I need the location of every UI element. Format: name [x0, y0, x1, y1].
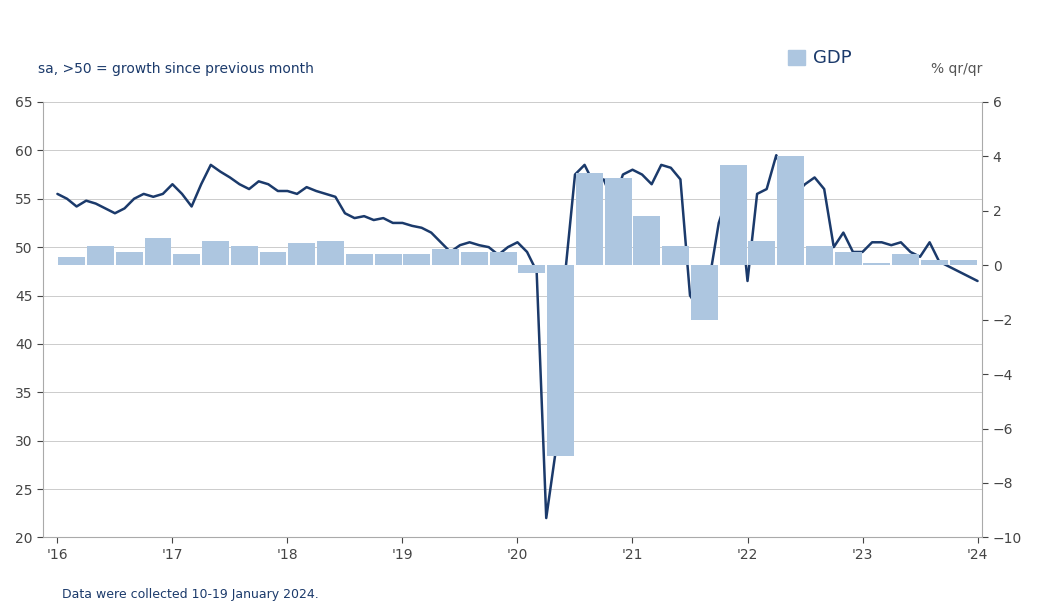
Bar — [116, 252, 143, 265]
Bar — [202, 241, 229, 265]
Bar — [749, 241, 776, 265]
Text: Data were collected 10-19 January 2024.: Data were collected 10-19 January 2024. — [62, 588, 319, 601]
Bar — [58, 257, 85, 265]
Text: sa, >50 = growth since previous month: sa, >50 = growth since previous month — [38, 62, 314, 76]
Bar — [605, 178, 632, 265]
Bar — [921, 260, 948, 265]
Bar — [864, 263, 891, 265]
Bar — [892, 254, 919, 265]
Bar — [576, 173, 602, 265]
Bar — [489, 252, 516, 265]
Bar — [950, 260, 977, 265]
Bar — [231, 246, 258, 265]
Bar — [173, 254, 200, 265]
Bar — [720, 164, 747, 265]
Bar — [317, 241, 344, 265]
Bar — [374, 254, 401, 265]
Bar — [806, 246, 833, 265]
Bar — [259, 252, 286, 265]
Bar — [663, 246, 689, 265]
Bar — [518, 265, 545, 274]
Bar — [691, 265, 718, 320]
Bar — [144, 238, 171, 265]
Bar — [835, 252, 862, 265]
Bar — [548, 265, 574, 456]
Text: % qr/qr: % qr/qr — [931, 62, 982, 76]
Bar — [288, 243, 315, 265]
Bar — [432, 249, 459, 265]
Bar — [346, 254, 372, 265]
Bar — [634, 216, 661, 265]
Legend: GDP: GDP — [788, 50, 851, 68]
Bar — [403, 254, 430, 265]
Bar — [777, 156, 804, 265]
Bar — [460, 252, 487, 265]
Bar — [87, 246, 114, 265]
